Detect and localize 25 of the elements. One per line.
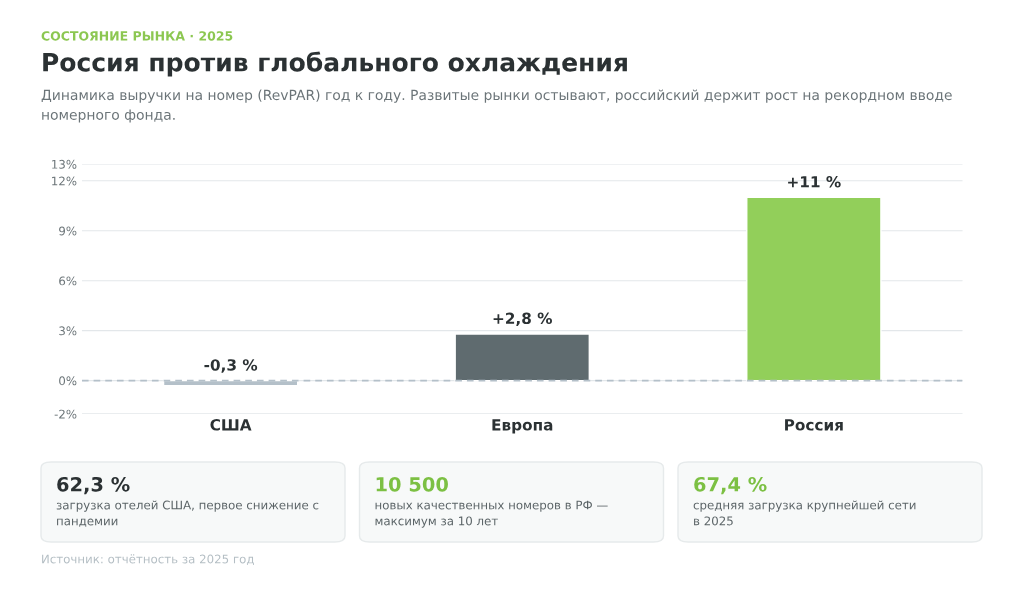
y-tick-label: -2% (54, 409, 77, 419)
y-tick-label: 0% (59, 376, 77, 386)
x-tick-label: США (210, 419, 252, 431)
text: новых качественных номеров в РФ — максимум за 10 лет (375, 500, 608, 528)
y-tick-label: 13% (52, 159, 77, 169)
chart-title: Россия против глобального охлаждения (43, 51, 627, 77)
text: средняя загрузка крупнейшей сети в 2025 (693, 500, 916, 526)
y-tick-label: 12% (52, 176, 77, 186)
bar (454, 333, 591, 382)
y-tick-label: 9% (59, 226, 77, 236)
data-label: +2,8 % (493, 312, 552, 327)
y-tick-label: 6% (59, 276, 77, 286)
text: СОСТОЯНИЕ РЫНКА · 2025 (41, 31, 233, 41)
x-tick-label: Европа (492, 419, 553, 434)
text: Источник: отчётность за 2025 год (42, 554, 254, 565)
bar (746, 196, 882, 382)
text: 67,4 % (694, 476, 767, 495)
data-label: -0,3 % (204, 359, 258, 373)
y-tick-label: 3% (59, 326, 77, 336)
data-label: +11 % (788, 175, 841, 188)
text: 10 500 (376, 476, 448, 492)
text: 62,3 % (57, 476, 130, 495)
text: загрузка отелей США, первое снижение с пандемии (56, 500, 319, 527)
chart-subtitle: Динамика выручки на номер (RevPAR) год к году. Развитые рынки остывают, российский держит рост на рекордном вводе номерного фонда. (41, 89, 952, 123)
x-tick-label: Россия (785, 419, 843, 431)
